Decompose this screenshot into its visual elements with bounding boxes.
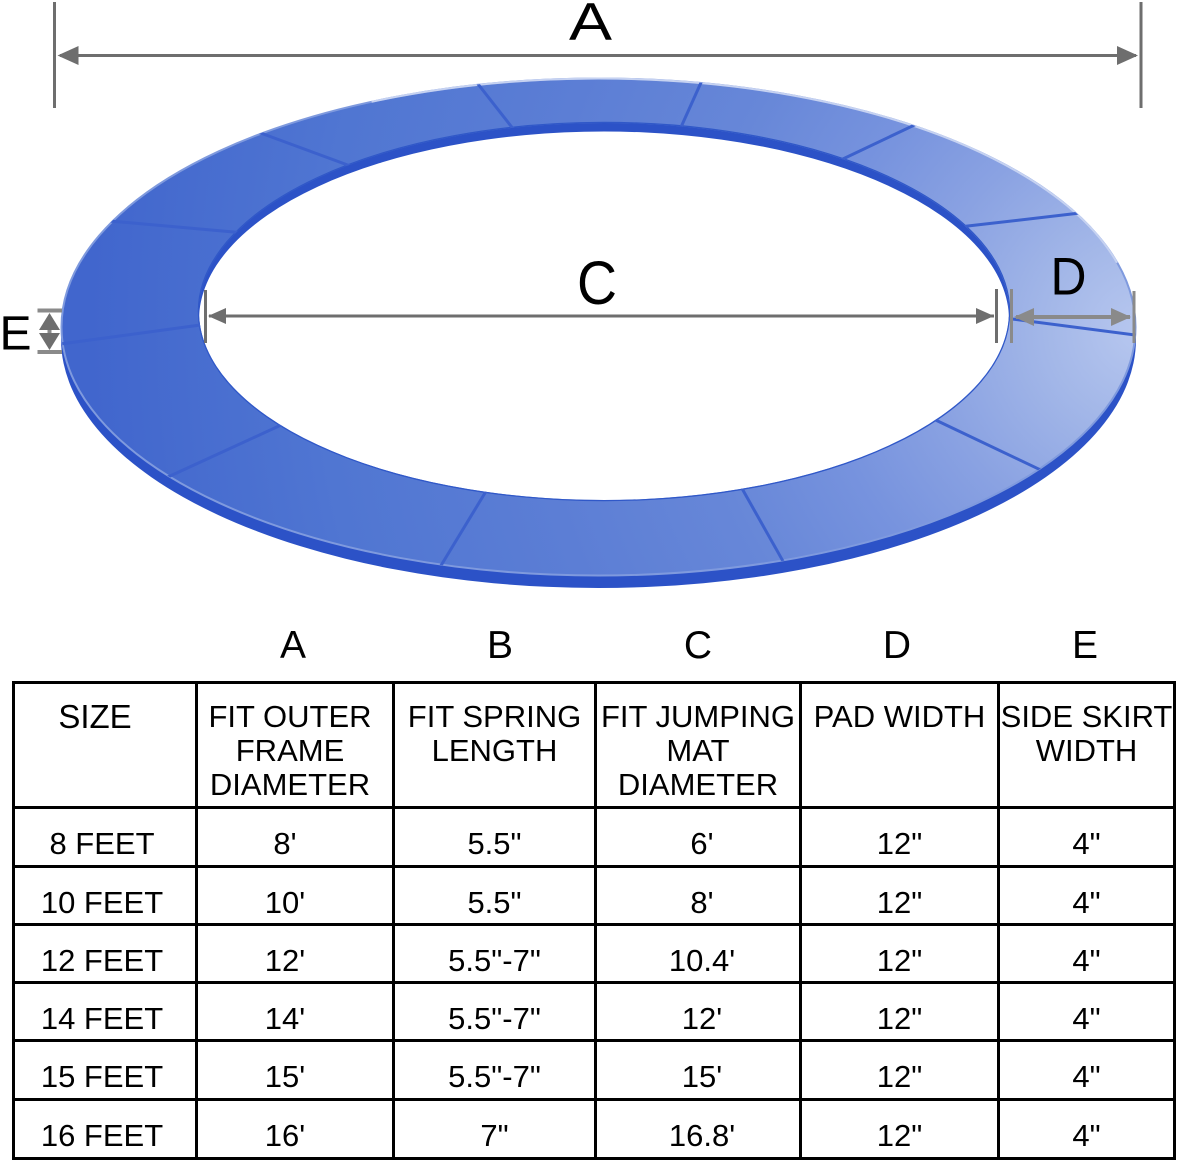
svg-text:E: E [0, 308, 32, 361]
svg-text:D: D [1051, 248, 1087, 307]
svg-text:C: C [577, 249, 617, 317]
svg-text:A: A [569, 0, 613, 52]
